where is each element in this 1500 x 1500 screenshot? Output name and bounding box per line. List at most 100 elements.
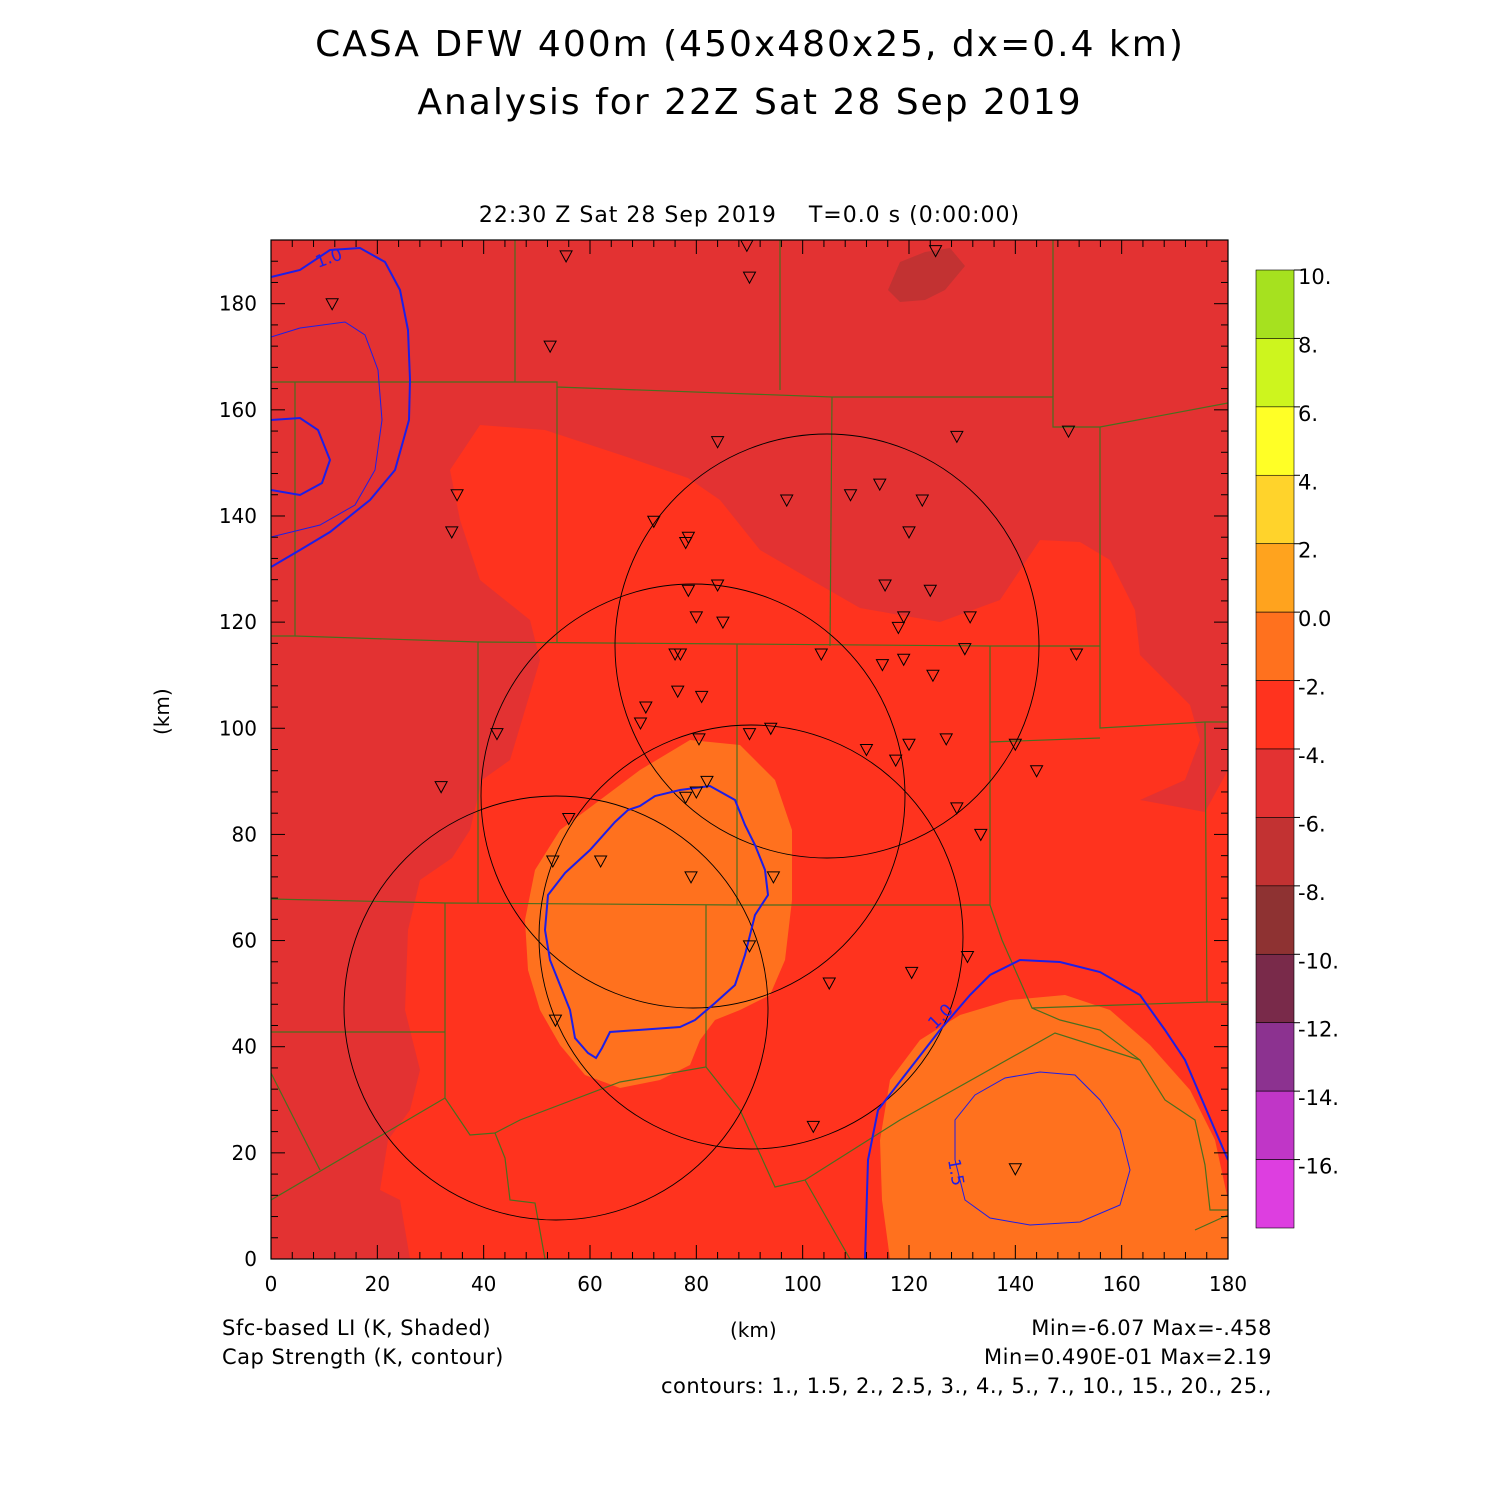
station-marker: [689, 611, 704, 624]
x-tick-label: 120: [890, 1272, 928, 1296]
radar-ring: [480, 583, 906, 1009]
footer-contour-minmax: Min=0.490E-01 Max=2.19: [984, 1345, 1272, 1369]
cap-strength-contours: [271, 246, 1228, 1259]
x-tick-label: 20: [365, 1272, 390, 1296]
colorbar-swatch: [1255, 885, 1295, 955]
contour-1-southeast: [864, 958, 1228, 1259]
chart-subtitle: 22:30 Z Sat 28 Sep 2019 T=0.0 s (0:00:00…: [478, 203, 1021, 228]
colorbar-label: -16.: [1298, 1155, 1339, 1179]
colorbar-swatch: [1255, 1159, 1295, 1229]
y-tick-label: 60: [232, 929, 257, 953]
station-marker: [950, 430, 964, 444]
y-tick-label: 160: [219, 398, 257, 422]
station-marker: [559, 250, 573, 263]
station-marker: [939, 733, 954, 746]
station-marker: [888, 754, 903, 768]
station-marker: [561, 812, 576, 826]
station-marker: [779, 494, 794, 508]
station-marker: [1069, 648, 1084, 662]
station-marker: [742, 728, 757, 741]
station-marker: [593, 855, 608, 868]
colorbar-label: -12.: [1298, 1018, 1339, 1042]
station-markers: [325, 239, 1084, 1176]
station-marker: [700, 775, 714, 789]
station-marker: [806, 1120, 821, 1134]
station-marker: [716, 616, 730, 630]
footer-field-description: Sfc-based LI (K, Shaded): [222, 1316, 492, 1340]
station-marker: [673, 648, 688, 662]
y-tick-label: 0: [244, 1247, 257, 1271]
colorbar-label: 4.: [1298, 470, 1318, 494]
y-tick-label: 40: [232, 1035, 257, 1059]
station-marker: [963, 611, 977, 624]
colorbar-swatch: [1255, 748, 1295, 818]
station-marker: [490, 728, 504, 741]
y-tick-label: 140: [219, 504, 257, 528]
colorbar-label: -4.: [1298, 744, 1326, 768]
colorbar-swatch: [1255, 680, 1295, 750]
station-marker: [902, 738, 916, 752]
station-marker: [872, 478, 887, 492]
colorbar-swatch: [1255, 543, 1295, 613]
radar-range-rings: [343, 433, 1040, 1221]
colorbar: 10. 8. 6. 4. 2. 0.0 -2. -4. -6. -8. -10. -12. -14. -1…: [1255, 265, 1339, 1229]
x-tick-label: 160: [1103, 1272, 1141, 1296]
station-marker: [450, 489, 464, 502]
station-marker: [684, 871, 698, 884]
contour-label: 1.5: [943, 1157, 967, 1187]
contour-1-center: [543, 784, 770, 1060]
station-marker: [710, 579, 725, 593]
station-marker: [891, 621, 906, 635]
station-marker: [896, 611, 911, 624]
station-marker: [875, 659, 890, 672]
x-tick-label: 180: [1209, 1272, 1247, 1296]
station-marker: [1061, 425, 1076, 439]
station-marker: [710, 436, 725, 449]
axis-tick-labels: 0 20 40 60 80 100 120 140 160 180 0 20 40 60 80 100 120 1…: [219, 292, 1247, 1296]
colorbar-label: -6.: [1298, 812, 1326, 836]
station-marker: [902, 526, 916, 539]
station-marker: [444, 526, 459, 539]
station-marker: [646, 515, 661, 529]
y-tick-label: 180: [219, 292, 257, 316]
station-marker: [957, 643, 972, 656]
station-marker: [926, 669, 940, 683]
station-marker: [694, 690, 709, 704]
colorbar-swatch: [1255, 817, 1295, 887]
station-marker: [325, 298, 339, 311]
station-marker: [670, 685, 685, 699]
x-tick-label: 40: [471, 1272, 496, 1296]
station-marker: [1008, 1163, 1023, 1176]
station-marker: [742, 271, 757, 285]
x-tick-label: 60: [577, 1272, 602, 1296]
li-shade-0-region-center: [525, 740, 792, 1088]
x-axis-label: (km): [730, 1318, 777, 1342]
contour-1p5-northwest: [271, 321, 383, 538]
station-marker: [633, 717, 648, 731]
station-marker: [904, 966, 919, 980]
colorbar-swatch: [1255, 474, 1295, 545]
station-marker: [915, 494, 930, 508]
station-marker: [763, 722, 778, 736]
colorbar-swatch: [1255, 338, 1295, 408]
colorbar-label: 2.: [1298, 539, 1318, 563]
station-marker: [859, 744, 874, 757]
station-marker: [766, 871, 781, 884]
station-marker: [896, 653, 911, 667]
station-marker: [681, 584, 696, 598]
colorbar-swatch: [1255, 1090, 1295, 1160]
y-tick-label: 120: [219, 610, 257, 634]
colorbar-label: -10.: [1298, 949, 1339, 973]
footer-shade-minmax: Min=-6.07 Max=-.458: [1031, 1316, 1272, 1340]
colorbar-swatch: [1255, 269, 1295, 339]
radar-ring: [614, 433, 1040, 859]
station-marker: [822, 977, 837, 991]
station-marker: [1029, 765, 1044, 778]
station-marker: [548, 1014, 563, 1028]
shaded-field: [271, 240, 1228, 1259]
contour-1-northwest: [271, 246, 412, 568]
li-shade-minus6-patch: [888, 248, 965, 302]
colorbar-label: -2.: [1298, 676, 1326, 700]
footer-contour-levels: contours: 1., 1.5, 2., 2.5, 3., 4., 5., …: [660, 1374, 1272, 1398]
